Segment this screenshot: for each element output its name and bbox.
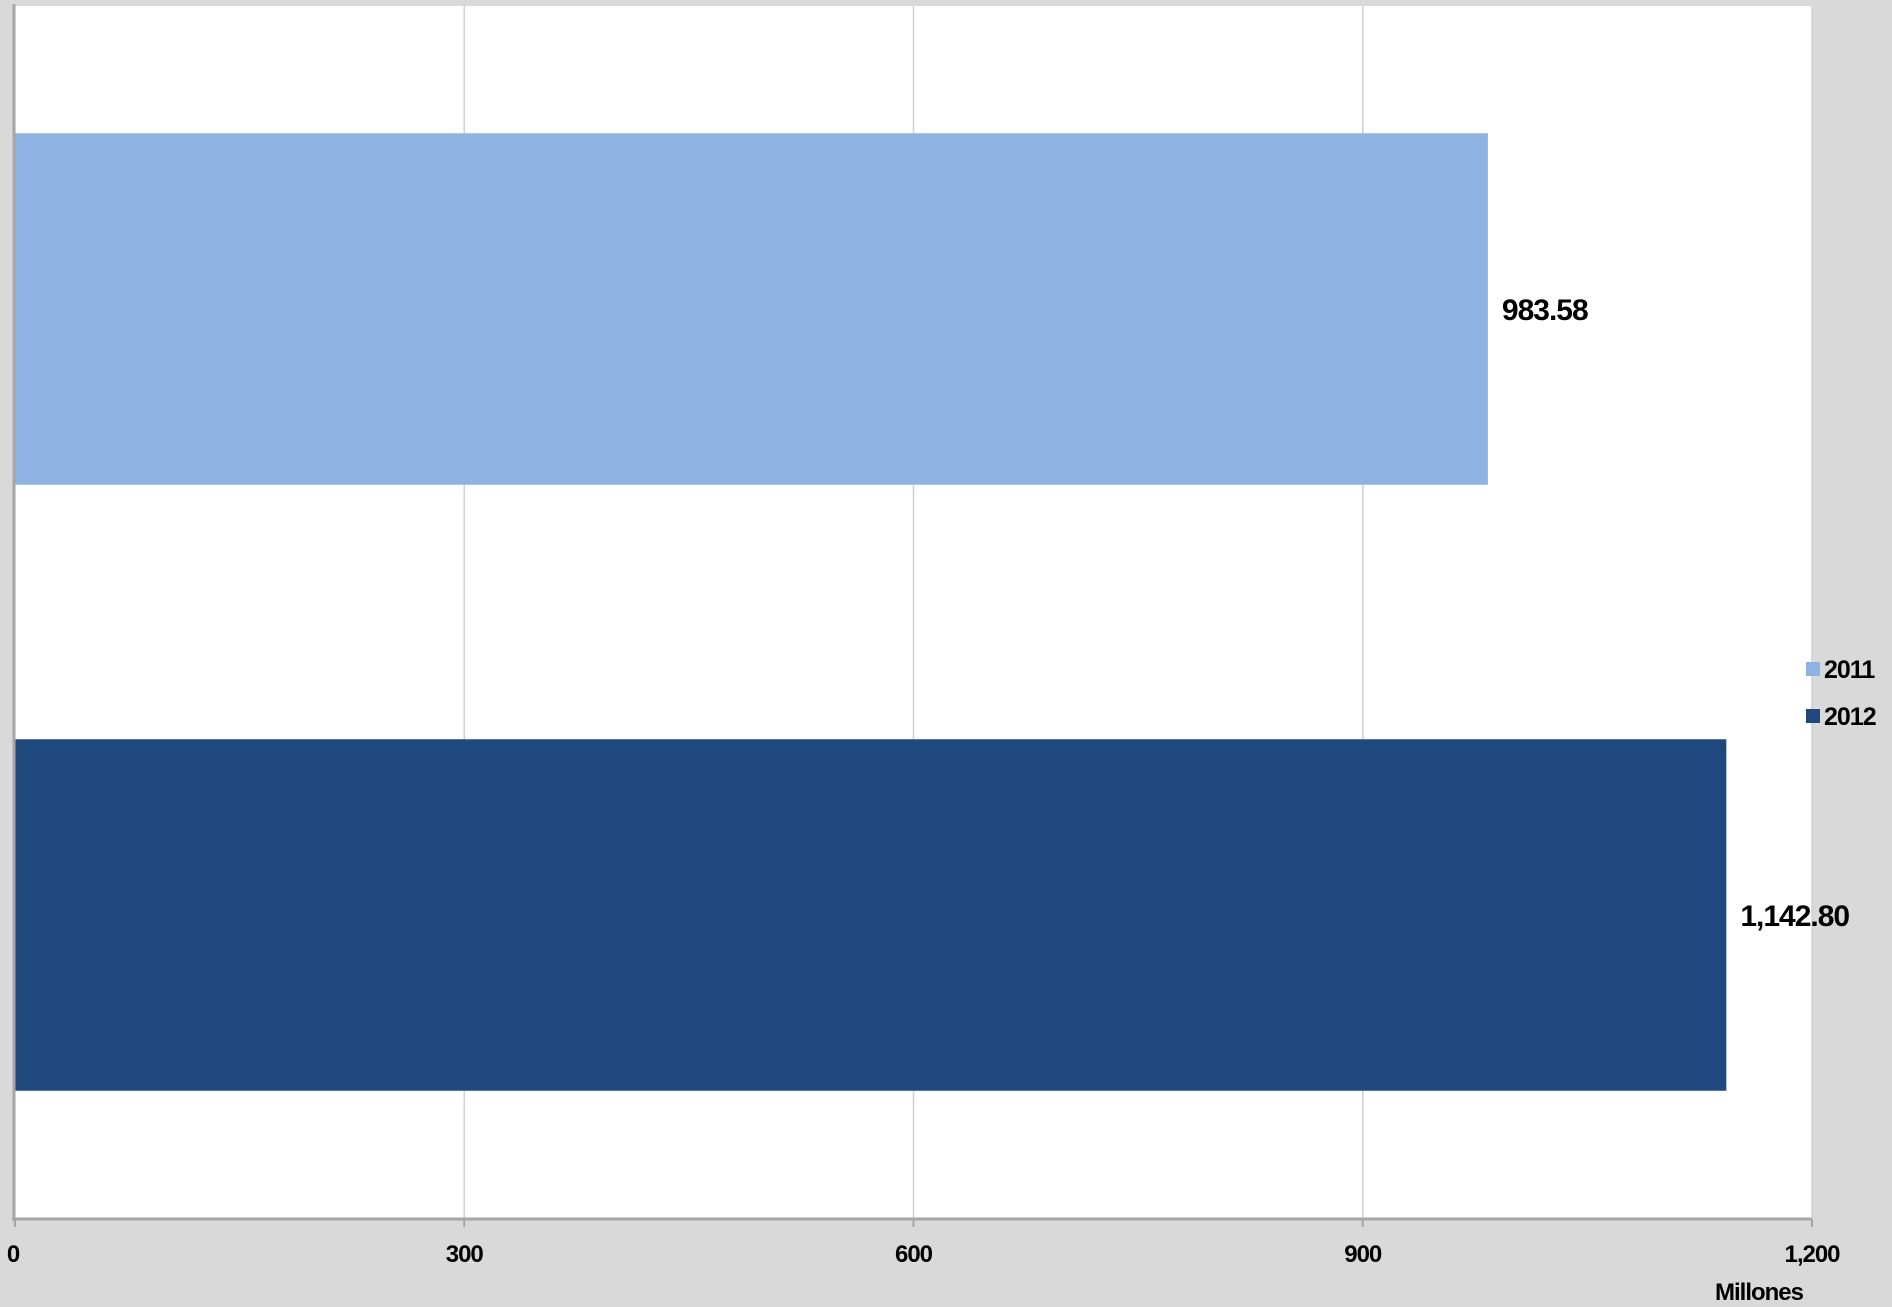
- data-label-2011: 983.58: [1502, 294, 1588, 327]
- x-tick-label-1200: 1,200: [1784, 1241, 1840, 1268]
- x-axis-ticks: 0 300 600 900 1,200: [7, 1219, 1841, 1268]
- legend-label-2011: 2011: [1824, 656, 1875, 684]
- bar-2011: [15, 133, 1488, 485]
- axes: [12, 4, 1812, 1221]
- legend: 2011 2012: [1806, 656, 1877, 731]
- legend-swatch-2011: [1806, 662, 1820, 676]
- x-tick-label-900: 900: [1344, 1241, 1382, 1268]
- legend-label-2012: 2012: [1824, 703, 1876, 731]
- legend-swatch-2012: [1806, 709, 1820, 723]
- x-axis-title: Millones: [1715, 1279, 1804, 1306]
- data-labels: 983.58 1,142.80: [1502, 294, 1851, 933]
- data-label-2012: 1,142.80: [1740, 900, 1849, 933]
- bar-2012: [15, 739, 1727, 1091]
- x-tick-label-0: 0: [7, 1241, 20, 1268]
- x-tick-label-300: 300: [446, 1241, 484, 1268]
- x-tick-label-600: 600: [895, 1241, 933, 1268]
- bars: [15, 133, 1727, 1091]
